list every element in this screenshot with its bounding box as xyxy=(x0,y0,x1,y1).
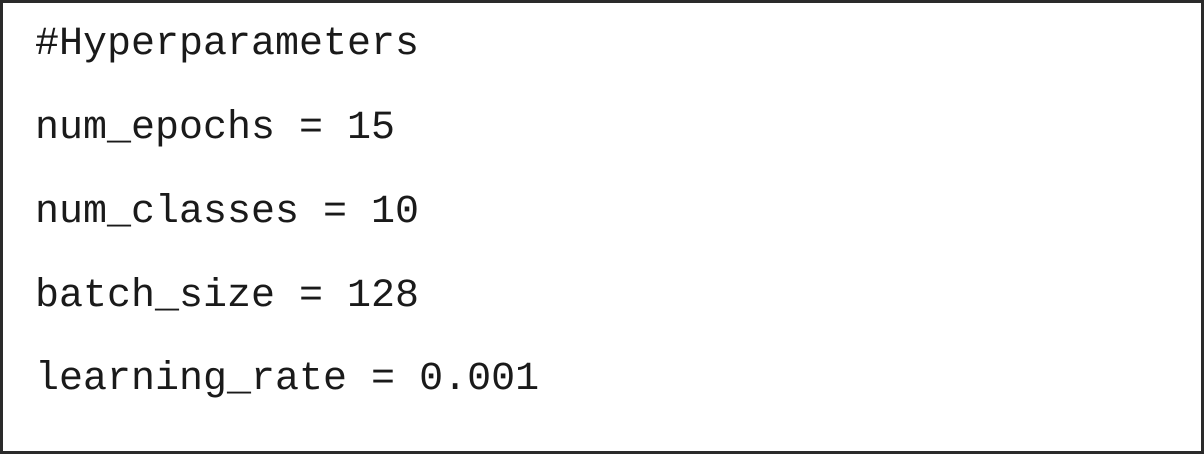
code-line-batch-size: batch_size = 128 xyxy=(35,274,420,319)
code-line-num-classes: num_classes = 10 xyxy=(35,190,420,235)
code-line-comment: #Hyperparameters xyxy=(35,22,420,67)
code-line-num-epochs: num_epochs = 15 xyxy=(35,106,396,151)
code-line-learning-rate: learning_rate = 0.001 xyxy=(35,357,540,402)
